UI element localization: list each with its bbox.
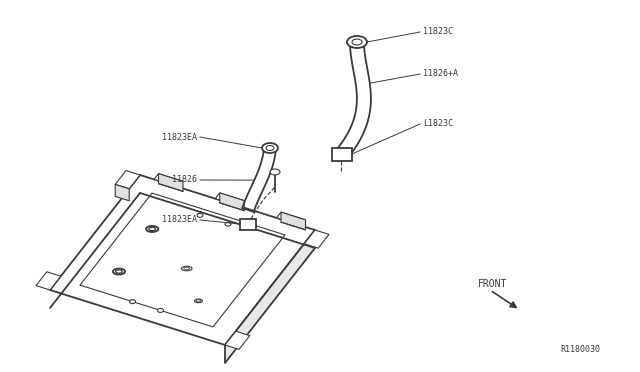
Ellipse shape (146, 226, 158, 232)
Ellipse shape (157, 308, 163, 312)
Ellipse shape (195, 299, 202, 303)
Text: 11823EA: 11823EA (162, 132, 197, 141)
Ellipse shape (270, 169, 280, 175)
Ellipse shape (225, 222, 231, 226)
Polygon shape (240, 218, 256, 230)
Polygon shape (159, 174, 183, 191)
Ellipse shape (197, 214, 203, 217)
Polygon shape (50, 175, 315, 345)
Text: FRONT: FRONT (478, 279, 508, 289)
Polygon shape (225, 230, 315, 363)
Polygon shape (220, 193, 244, 211)
Polygon shape (281, 212, 305, 230)
Text: L1823C: L1823C (423, 119, 453, 128)
Polygon shape (304, 230, 329, 248)
Text: 11823EA: 11823EA (162, 215, 197, 224)
Polygon shape (332, 148, 352, 160)
Text: 11826+A: 11826+A (423, 70, 458, 78)
Polygon shape (154, 174, 183, 187)
Polygon shape (276, 212, 305, 225)
Polygon shape (36, 272, 61, 290)
Ellipse shape (347, 36, 367, 48)
Text: R1180030: R1180030 (560, 345, 600, 354)
Ellipse shape (182, 266, 192, 271)
Text: 11826: 11826 (172, 176, 197, 185)
Polygon shape (215, 193, 244, 206)
Text: 11823C: 11823C (423, 28, 453, 36)
Ellipse shape (129, 299, 136, 304)
Polygon shape (225, 331, 250, 349)
Ellipse shape (113, 269, 125, 275)
Polygon shape (115, 185, 129, 201)
Ellipse shape (262, 143, 278, 153)
Polygon shape (115, 171, 140, 189)
